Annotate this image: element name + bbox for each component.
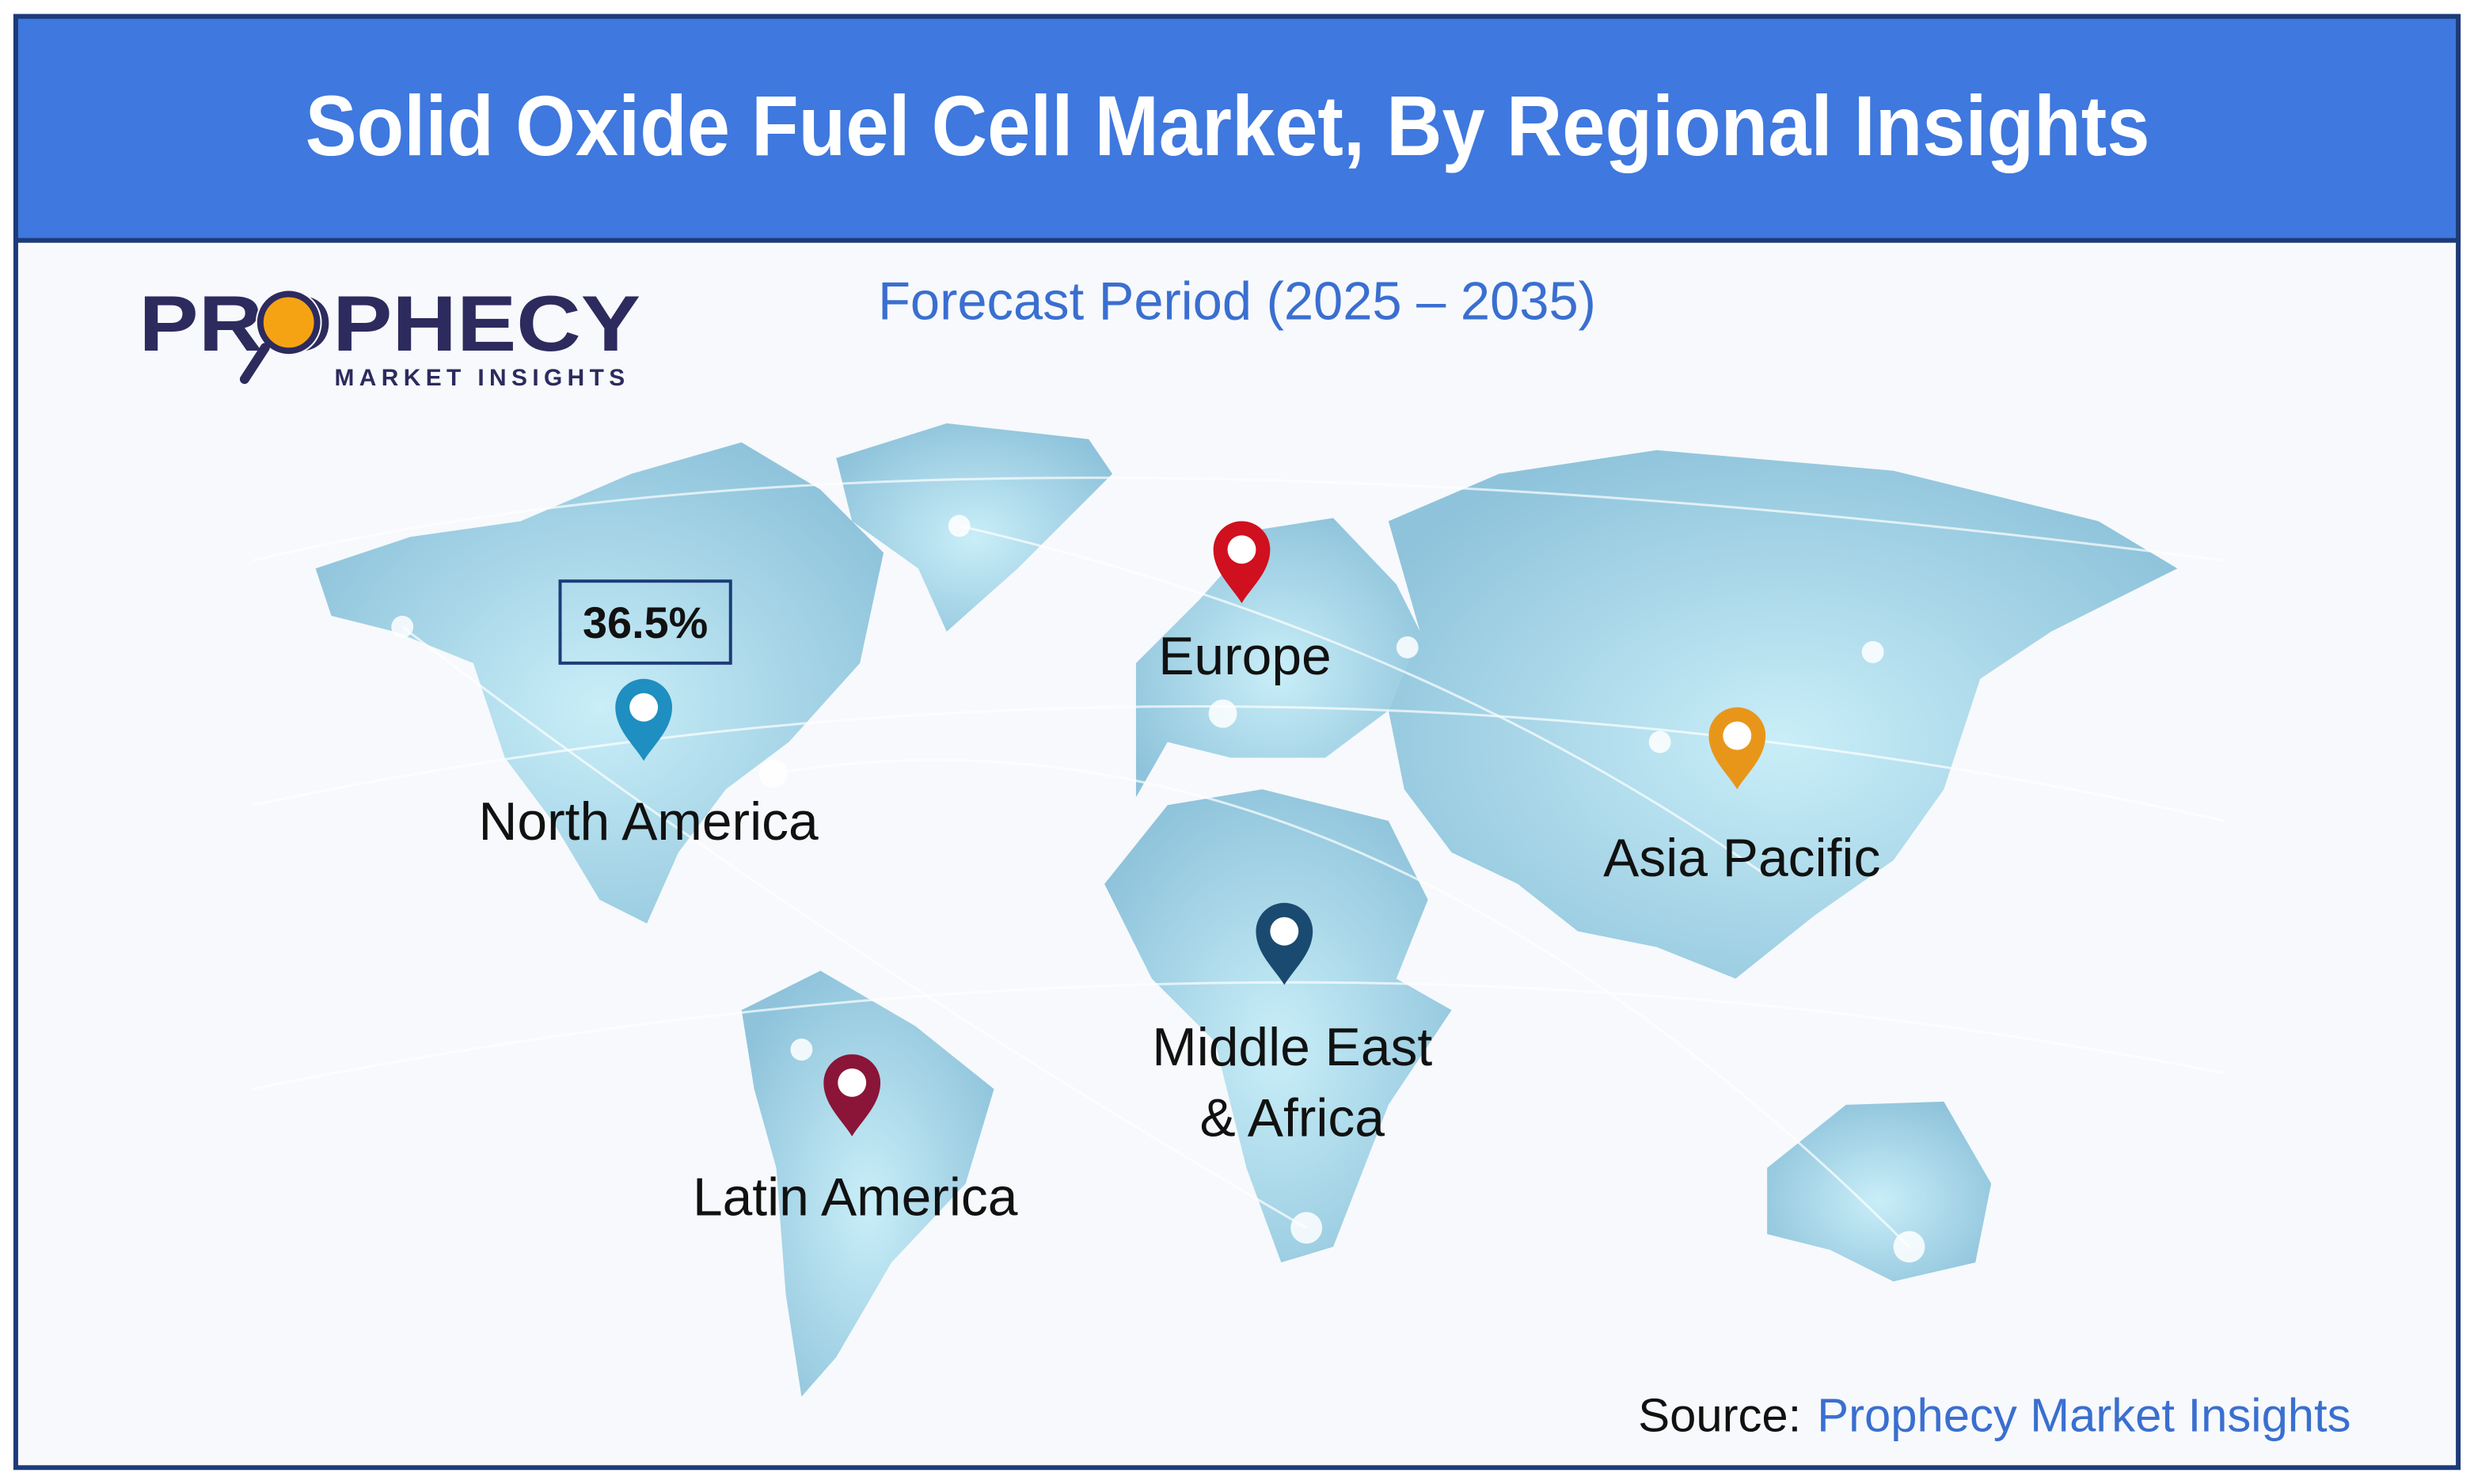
title: Solid Oxide Fuel Cell Market, By Regiona…	[306, 78, 2150, 173]
africa-shape	[1104, 789, 1452, 1263]
hub	[948, 514, 971, 537]
europe-shape	[1135, 518, 1420, 798]
hub	[1861, 640, 1884, 663]
pin-dot	[1227, 535, 1256, 564]
hub	[1648, 731, 1671, 753]
arc	[773, 758, 1910, 1248]
world-map	[315, 423, 2178, 1397]
region-label: North America	[478, 792, 819, 852]
hub	[391, 616, 414, 638]
logo-handle	[239, 343, 270, 385]
region-label: Europe	[1158, 627, 1331, 686]
pin-dot	[838, 1068, 867, 1097]
australia-shape	[1767, 1101, 1992, 1282]
value-box	[558, 579, 732, 665]
hub	[790, 1038, 813, 1061]
pin-dot	[1723, 721, 1752, 750]
hub	[758, 759, 788, 788]
source: Source: Prophecy Market Insights	[1638, 1388, 2350, 1441]
region-label: Middle East	[1152, 1018, 1432, 1077]
pin-dot	[1270, 917, 1299, 946]
region-label: & Africa	[1200, 1089, 1385, 1148]
header-band	[13, 13, 2461, 243]
logo-lens	[257, 290, 321, 355]
logo: PROPHECY MARKET INSIGHTS	[139, 280, 640, 391]
hub	[1396, 636, 1419, 659]
arc	[252, 981, 2225, 1091]
pin-dot	[629, 693, 659, 722]
hub-dots	[391, 514, 1925, 1263]
arc	[401, 625, 1307, 1229]
region-label: Latin America	[693, 1167, 1018, 1227]
asia-shape	[1388, 450, 2178, 979]
north-america-shape	[315, 442, 884, 924]
logo-name: PROPHECY	[139, 280, 640, 368]
hub	[1208, 699, 1237, 728]
arc	[959, 525, 1769, 878]
hub	[1893, 1231, 1925, 1263]
arc	[252, 476, 2225, 562]
logo-tagline: MARKET INSIGHTS	[335, 365, 625, 391]
subtitle: Forecast Period (2025 – 2035)	[878, 271, 1596, 331]
region-label: Asia Pacific	[1603, 829, 1880, 888]
south-america-shape	[741, 970, 994, 1397]
value-label: 36.5%	[583, 598, 708, 647]
hub	[1290, 1212, 1323, 1244]
source-name: Prophecy Market Insights	[1817, 1388, 2350, 1441]
source-prefix: Source:	[1638, 1388, 1801, 1441]
greenland-shape	[836, 423, 1113, 632]
pins	[615, 521, 1766, 1137]
